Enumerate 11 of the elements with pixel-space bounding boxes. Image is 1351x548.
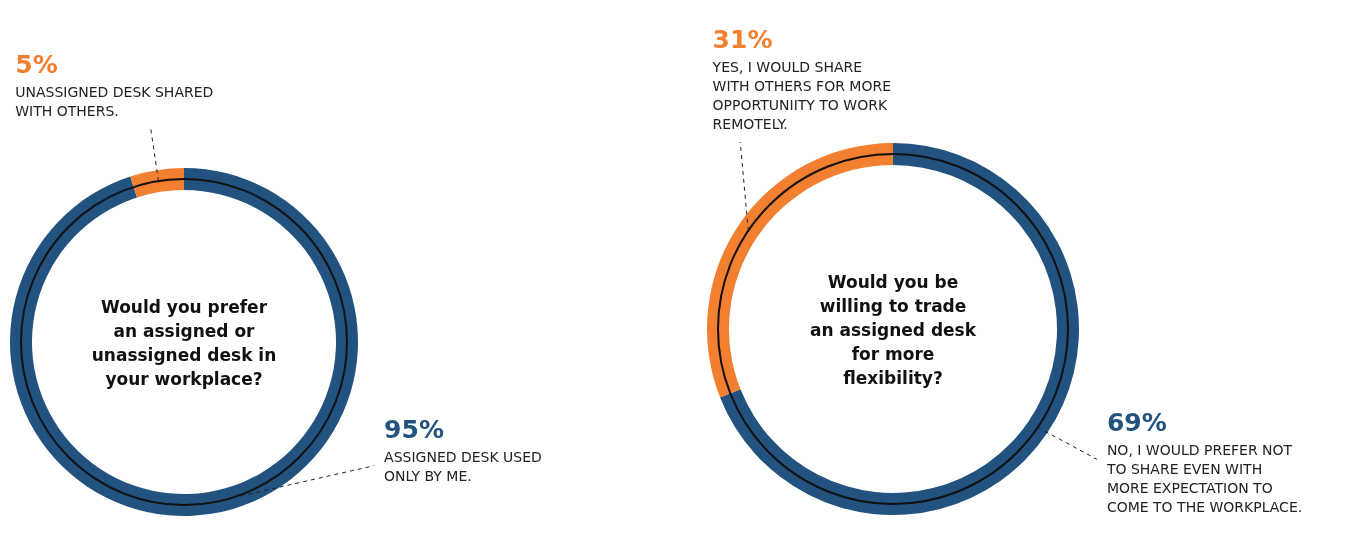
slice-label: ASSIGNED DESK USED ONLY BY ME. bbox=[384, 448, 542, 484]
donut-slice bbox=[130, 168, 184, 198]
data-label: 69% bbox=[1106, 408, 1167, 438]
slice-label: NO, I WOULD PREFER NOT TO SHARE EVEN WITH MORE EXPECTATION TO COME TO THE WORKPLACE. bbox=[1105, 442, 1303, 516]
text: Would you be willing to trade an assigned desk for more flexibility? bbox=[809, 272, 977, 388]
text: Would you prefer an assigned or unassigned desk in your workplace? bbox=[91, 297, 277, 389]
data-label: 5% bbox=[15, 50, 58, 79]
data-label: 31% bbox=[712, 25, 773, 54]
slice-label: YES, I WOULD SHARE WITH OTHERS FOR MORE OPPORTUNIITY TO WORK REMOTELY. bbox=[711, 59, 892, 132]
slice-label: UNASSIGNED DESK SHARED WITH OTHERS. bbox=[15, 84, 214, 119]
data-label: 95% bbox=[384, 414, 444, 444]
